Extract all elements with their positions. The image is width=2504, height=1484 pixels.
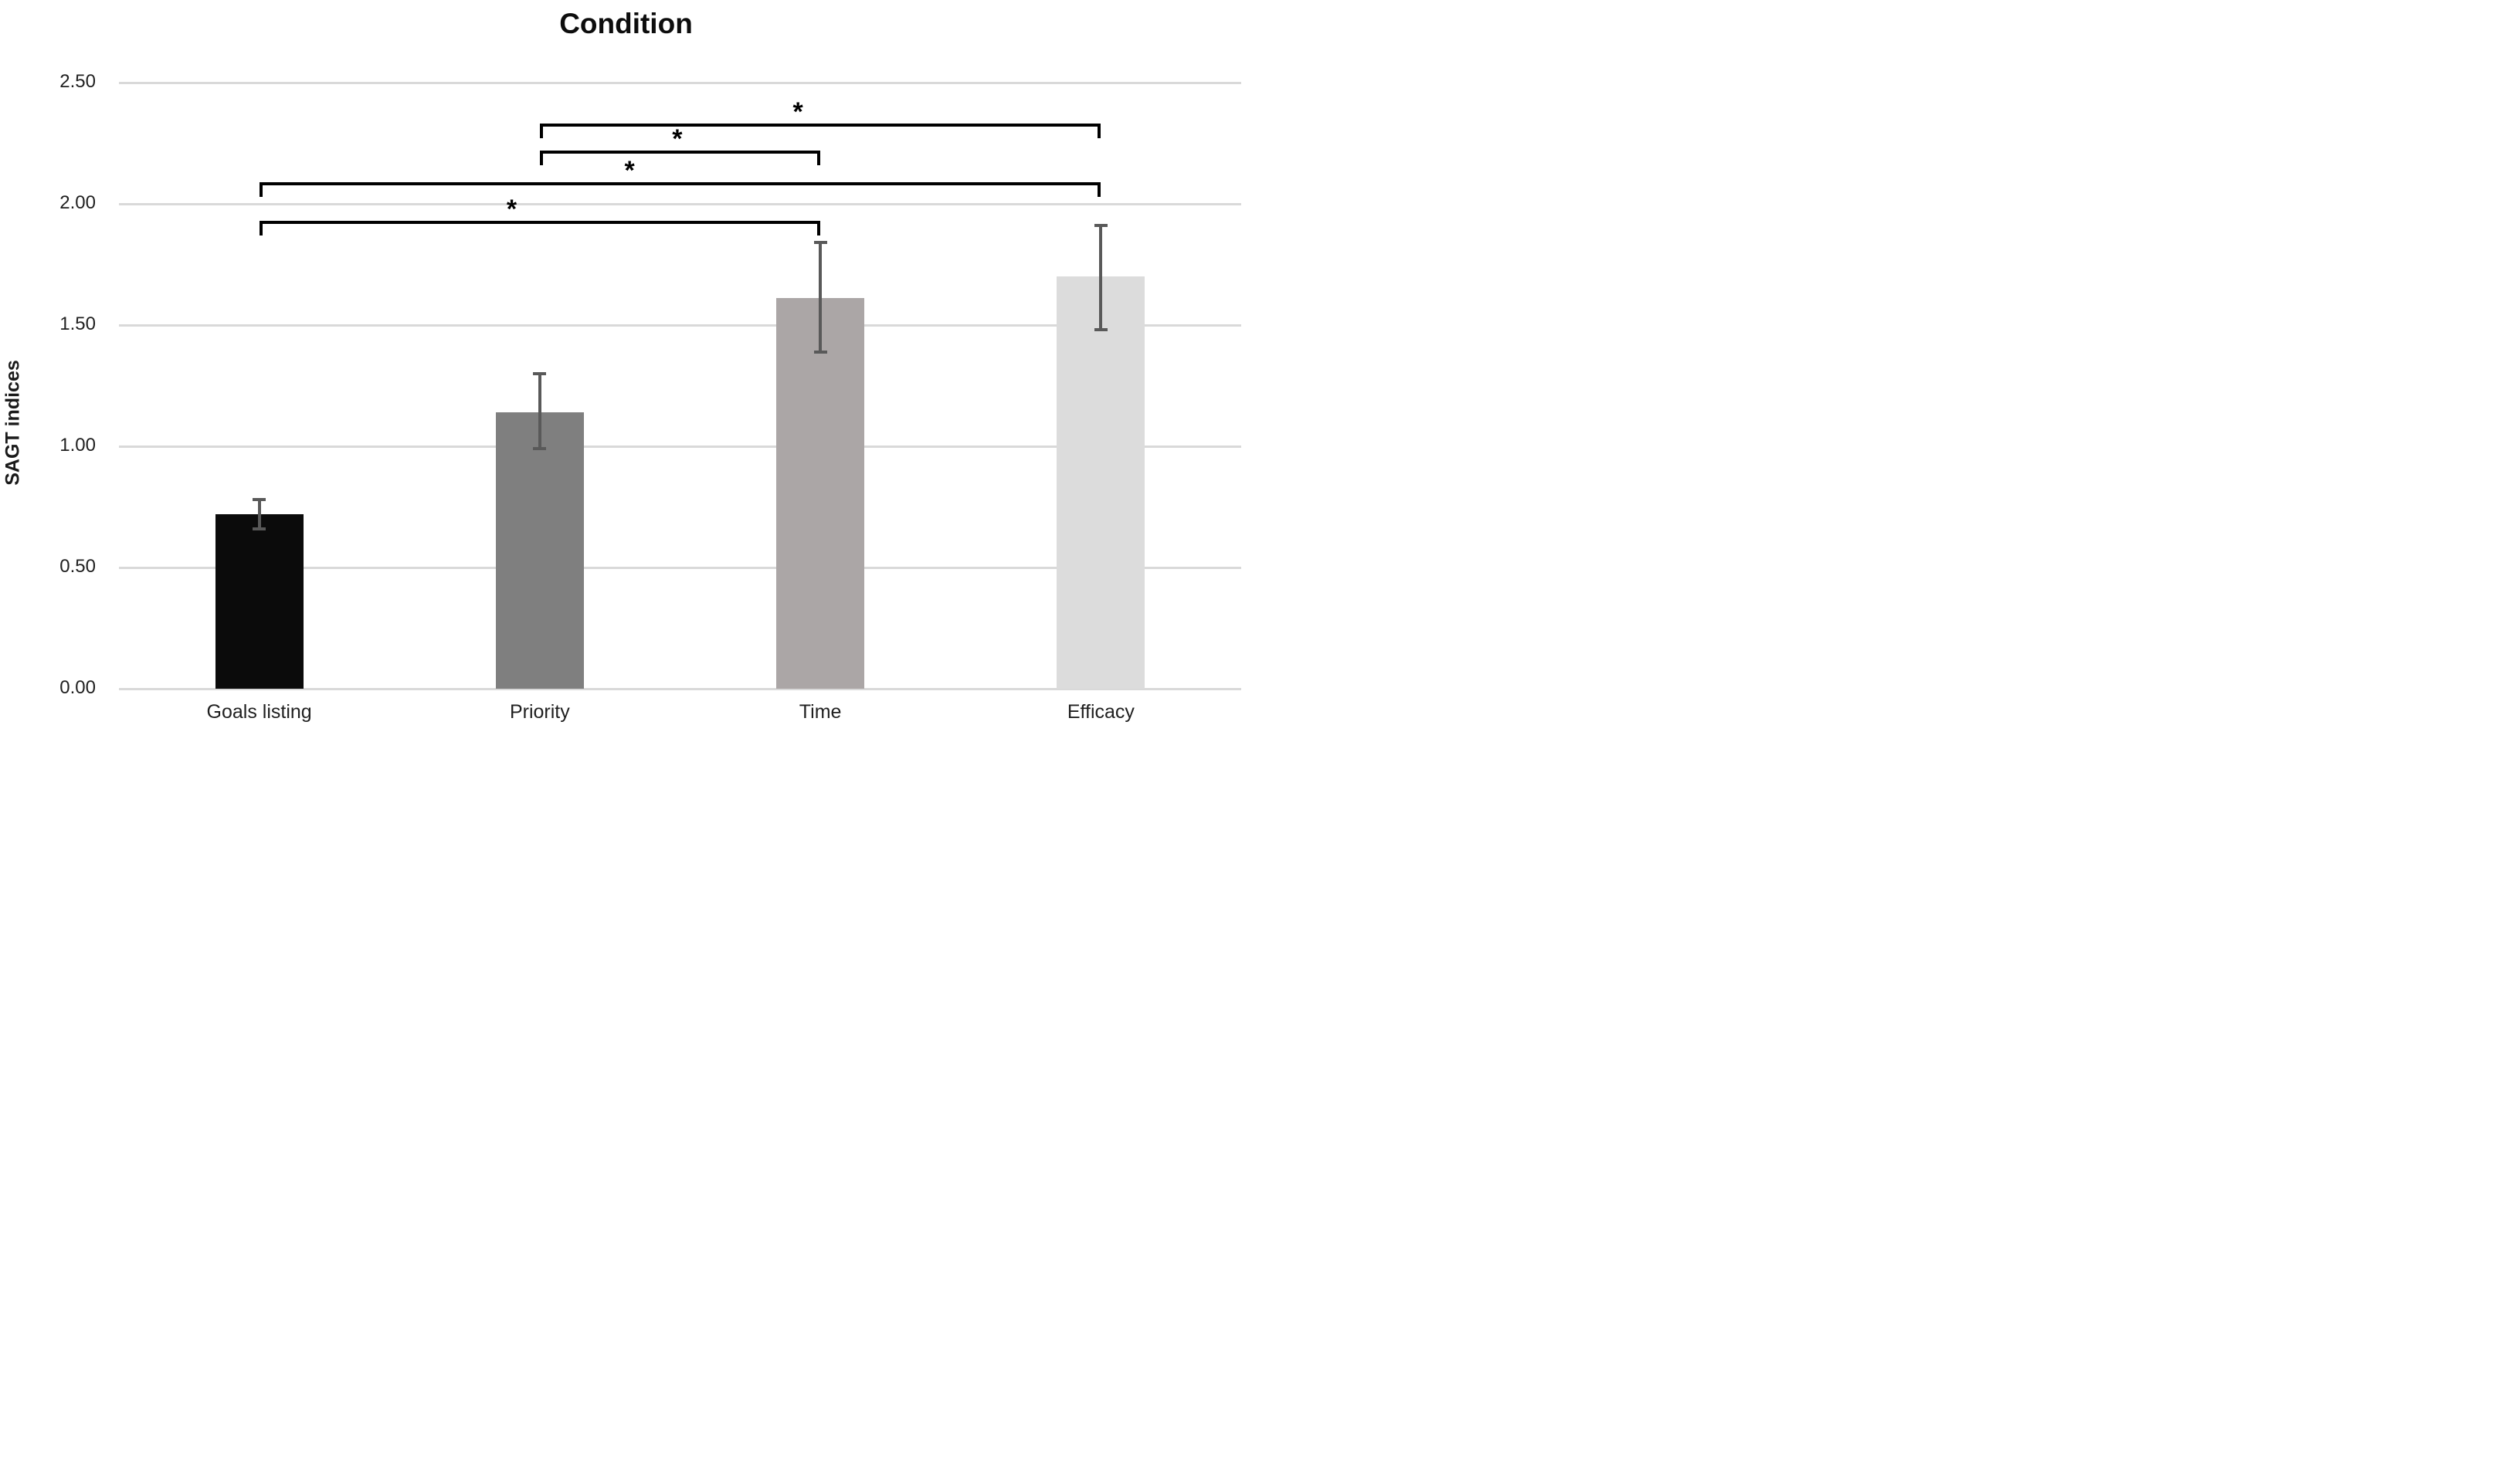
gridline bbox=[119, 81, 1241, 84]
gridline bbox=[119, 687, 1241, 690]
gridline bbox=[119, 202, 1241, 205]
error-bar-top-cap bbox=[253, 498, 266, 502]
bar-time bbox=[776, 298, 865, 689]
error-bar-top-cap bbox=[533, 371, 547, 375]
significance-bracket-right-tick bbox=[1098, 181, 1101, 197]
bar-chart-figure: Condition SAGT indices 0.00 0.50 1.00 1.50 2… bbox=[0, 0, 1252, 742]
gridline bbox=[119, 324, 1241, 327]
error-bar-top-cap bbox=[813, 241, 827, 245]
error-bar-bottom-cap bbox=[813, 350, 827, 354]
error-bar-bottom-cap bbox=[1094, 328, 1108, 332]
significance-bracket-right-tick bbox=[817, 220, 821, 235]
chart-title: Condition bbox=[559, 8, 693, 39]
significance-asterisk: * bbox=[792, 97, 803, 127]
significance-bracket-line bbox=[259, 220, 821, 224]
bar-efficacy bbox=[1057, 276, 1145, 689]
y-tick-label: 2.00 bbox=[59, 192, 96, 213]
y-tick-label: 1.00 bbox=[59, 435, 96, 456]
significance-bracket-left-tick bbox=[539, 150, 543, 165]
significance-bracket-line bbox=[539, 150, 821, 154]
bar-priority bbox=[495, 412, 584, 689]
y-tick-label: 0.00 bbox=[59, 677, 96, 698]
significance-asterisk: * bbox=[624, 155, 635, 185]
significance-bracket-left-tick bbox=[259, 181, 263, 197]
error-bar bbox=[257, 500, 261, 529]
significance-bracket-right-tick bbox=[1098, 124, 1101, 139]
significance-bracket-left-tick bbox=[539, 124, 543, 139]
significance-asterisk: * bbox=[506, 194, 517, 224]
gridline bbox=[119, 445, 1241, 448]
x-category-label: Priority bbox=[509, 701, 570, 723]
x-category-label: Time bbox=[799, 701, 842, 723]
x-category-label: Efficacy bbox=[1067, 701, 1135, 723]
error-bar-top-cap bbox=[1094, 224, 1108, 228]
significance-bracket-left-tick bbox=[259, 220, 263, 235]
error-bar bbox=[538, 373, 541, 449]
significance-asterisk: * bbox=[672, 124, 683, 154]
error-bar-bottom-cap bbox=[253, 527, 266, 530]
significance-bracket-right-tick bbox=[817, 150, 821, 165]
error-bar-bottom-cap bbox=[533, 447, 547, 451]
error-bar bbox=[1099, 225, 1103, 330]
y-tick-label: 0.50 bbox=[59, 556, 96, 577]
y-axis-label: SAGT indices bbox=[2, 360, 24, 486]
gridline bbox=[119, 566, 1241, 569]
significance-bracket-line bbox=[539, 124, 1101, 127]
error-bar bbox=[819, 242, 823, 352]
bar-goals-listing bbox=[215, 513, 304, 689]
y-tick-label: 1.50 bbox=[59, 313, 96, 334]
significance-bracket-line bbox=[259, 181, 1101, 185]
y-tick-label: 2.50 bbox=[59, 71, 96, 92]
x-category-label: Goals listing bbox=[206, 701, 312, 723]
